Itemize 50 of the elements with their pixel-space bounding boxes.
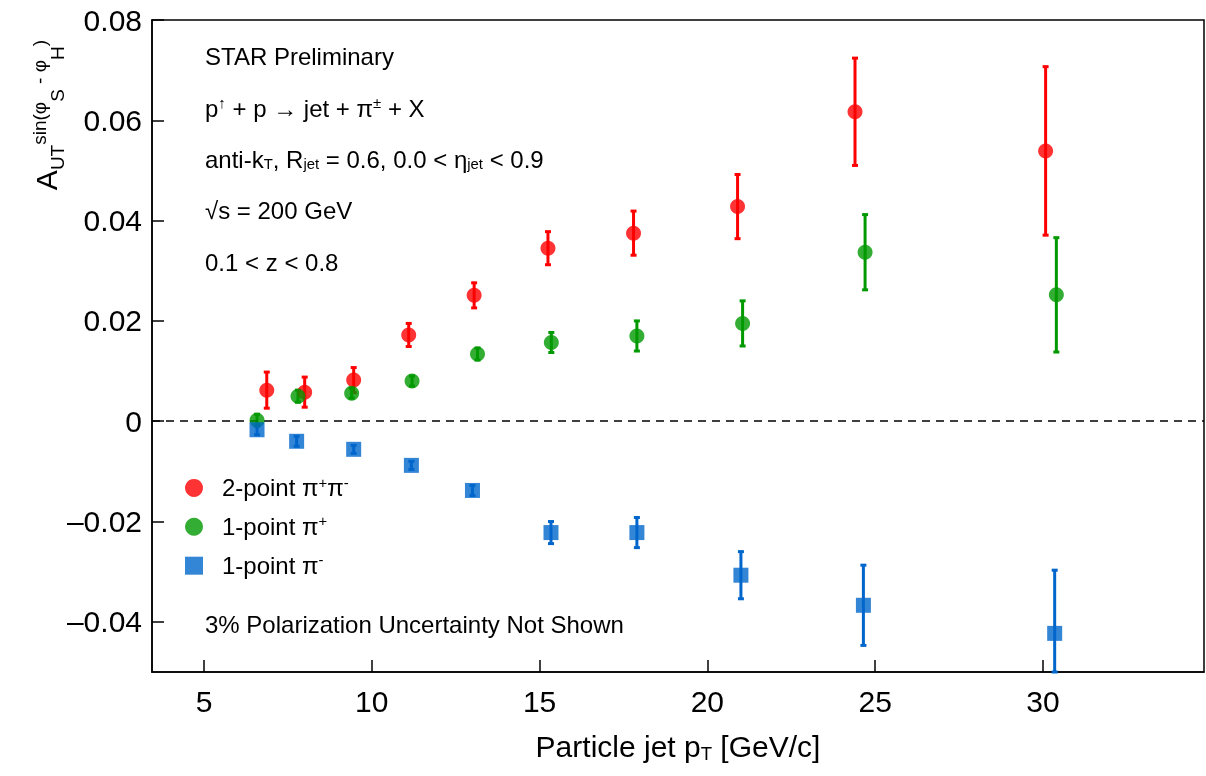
point	[403, 457, 419, 473]
x-tick-label: 20	[690, 684, 725, 718]
y-tick-label: 0.06	[83, 103, 142, 137]
point	[466, 287, 482, 303]
y-tick-label: –0.04	[66, 605, 142, 639]
point	[401, 327, 417, 343]
y-tick-label: 0.02	[83, 304, 142, 338]
point	[855, 597, 871, 613]
point	[626, 225, 642, 241]
point	[543, 525, 559, 541]
point	[629, 328, 645, 344]
point	[344, 385, 360, 401]
point	[249, 422, 265, 438]
x-tick-label: 15	[522, 684, 557, 718]
y-tick-label: 0	[125, 404, 142, 438]
x-tick-label: 25	[858, 684, 892, 718]
annotation: √s = 200 GeV	[205, 197, 353, 224]
point	[543, 334, 559, 350]
point	[847, 104, 863, 120]
annotation: STAR Preliminary	[205, 42, 394, 70]
legend-label: 2-point π+π-	[222, 474, 349, 502]
point	[404, 373, 420, 389]
x-tick-label: 10	[355, 684, 389, 718]
point	[733, 567, 749, 583]
annotation: 3% Polarization Uncertainty Not Shown	[205, 610, 624, 638]
y-tick-label: 0.08	[83, 3, 142, 37]
point	[470, 346, 485, 362]
point	[857, 244, 873, 260]
point	[735, 315, 751, 331]
annotation: 0.1 < z < 0.8	[205, 248, 339, 276]
point	[1047, 625, 1063, 641]
annotation: p↑ + p → jet + π± + X	[205, 94, 425, 122]
point	[290, 388, 306, 404]
annotation: anti-kT, Rjet = 0.6, 0.0 < ηjet < 0.9	[205, 145, 544, 173]
point	[1038, 143, 1054, 159]
point	[730, 199, 746, 215]
x-tick-label: 30	[1026, 684, 1060, 718]
point	[629, 525, 645, 541]
point	[464, 482, 480, 498]
point	[289, 433, 305, 449]
point	[259, 382, 275, 398]
legend-label: 1-point π+	[222, 513, 328, 541]
y-tick-label: 0.04	[83, 204, 142, 238]
point	[540, 240, 556, 256]
legend-label: 1-point π-	[222, 552, 324, 580]
point	[1048, 287, 1064, 303]
x-tick-label: 5	[195, 684, 213, 718]
y-tick-label: –0.02	[66, 505, 142, 539]
point	[346, 441, 362, 457]
point	[346, 372, 362, 388]
